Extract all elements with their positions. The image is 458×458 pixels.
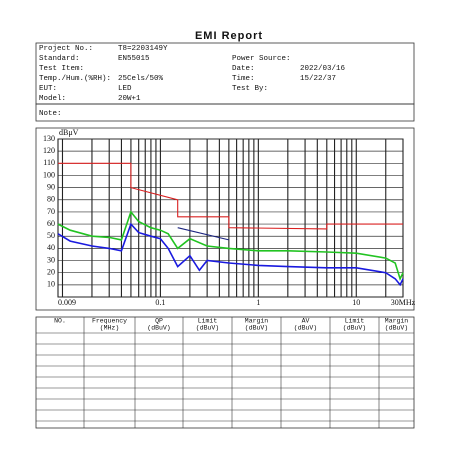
info-label: Temp./Hum.(%RH):: [39, 75, 111, 83]
y-axis-label: dBμV: [59, 128, 79, 137]
y-tick-label: 20: [47, 268, 55, 277]
chart-box: [35, 127, 415, 311]
table-header: (dBuV): [385, 325, 408, 332]
table-header: (dBuV): [343, 325, 366, 332]
table-header: AV: [302, 318, 310, 325]
y-tick-label: 60: [47, 219, 55, 228]
note-label: Note:: [39, 110, 62, 118]
info-value: 15/22/37: [300, 75, 336, 83]
info-value: 25Cels/50%: [118, 75, 164, 83]
info-label: Power Source:: [232, 55, 291, 63]
info-label: Project No.:: [39, 45, 93, 53]
info-value: T8=2203149Y: [118, 45, 168, 53]
y-tick-label: 40: [47, 243, 55, 252]
y-tick-label: 80: [47, 195, 55, 204]
info-label: Date:: [232, 65, 255, 73]
info-value: LED: [118, 85, 132, 93]
x-tick-label: 30MHz: [391, 298, 416, 307]
table-header: Margin: [385, 318, 409, 325]
info-label: Test By:: [232, 85, 268, 93]
y-tick-label: 50: [47, 231, 55, 240]
y-tick-label: 110: [43, 158, 55, 167]
table-header: (dBuV): [245, 325, 268, 332]
info-value: 2022/03/16: [300, 65, 346, 73]
table-header: Frequency: [92, 318, 127, 325]
x-tick-label: 0.009: [58, 298, 76, 307]
info-label: Time:: [232, 75, 255, 83]
series-line: [57, 210, 404, 281]
y-tick-label: 30: [47, 255, 55, 264]
y-tick-label: 130: [43, 134, 55, 143]
table-header: NO.: [54, 318, 66, 325]
series-line: [177, 227, 230, 241]
info-label: Standard:: [39, 55, 80, 63]
x-tick-label: 10: [352, 298, 360, 307]
table-header: (dBuV): [196, 325, 219, 332]
report-title: EMI Report: [195, 30, 263, 42]
info-label: Model:: [39, 95, 66, 103]
result-table: [35, 316, 415, 429]
table-header: (dBuV): [147, 325, 170, 332]
table-header: (MHz): [100, 325, 120, 332]
table-header: Margin: [245, 318, 269, 325]
y-tick-label: 70: [47, 207, 55, 216]
table-header: (dBuV): [294, 325, 317, 332]
note-box: [35, 103, 415, 122]
x-tick-label: 1: [256, 298, 260, 307]
y-tick-label: 100: [43, 170, 55, 179]
info-value: 20W+1: [118, 95, 141, 103]
table-header: QP: [155, 318, 163, 325]
y-tick-label: 10: [47, 280, 55, 289]
info-value: EN55015: [118, 55, 150, 63]
y-tick-label: 90: [47, 182, 55, 191]
info-label: Test Item:: [39, 65, 84, 73]
info-label: EUT:: [39, 85, 57, 93]
series-line: [58, 162, 403, 230]
table-header: Limit: [345, 318, 365, 325]
x-tick-label: 0.1: [155, 298, 165, 307]
series-line: [57, 222, 404, 287]
table-header: Limit: [198, 318, 218, 325]
y-tick-label: 120: [43, 146, 55, 155]
